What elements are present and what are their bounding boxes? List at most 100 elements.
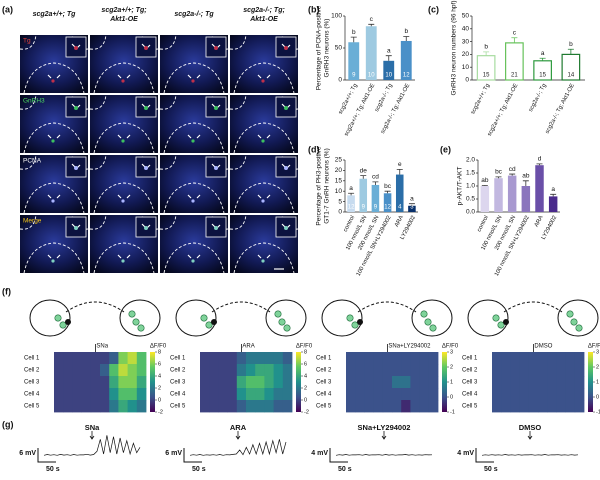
colorbar-label: ΔF/F0 — [442, 344, 459, 350]
bar — [548, 196, 558, 212]
panel-label: (g) — [2, 419, 14, 429]
connection — [65, 301, 125, 313]
row-label: Cell 2 — [170, 368, 186, 374]
error-bar — [360, 175, 367, 179]
stimulus-arrow — [235, 431, 241, 440]
heat-cell — [574, 352, 585, 365]
cell — [144, 226, 148, 230]
neuron — [274, 310, 282, 318]
colorbar-tick-label: -1 — [596, 409, 600, 415]
heat-cell — [54, 352, 64, 365]
heat-cell — [538, 352, 548, 365]
heat-cell — [227, 352, 238, 365]
heat-cell — [556, 388, 566, 401]
brain-outline — [175, 299, 217, 337]
cell — [191, 259, 195, 263]
heat-cell — [227, 400, 238, 413]
row-label: Cell 5 — [24, 404, 40, 410]
heat-cell — [565, 400, 576, 413]
heat-cell — [373, 388, 384, 401]
heat-cell — [346, 352, 356, 365]
heat-cell — [382, 376, 393, 389]
heat-cell — [364, 364, 374, 377]
heat-cell — [273, 376, 284, 389]
heat-cell — [574, 388, 585, 401]
colorbar-tick-label: 6 — [304, 361, 307, 367]
heat-cell — [428, 400, 439, 413]
heat-cell — [519, 364, 530, 377]
heat-cell — [346, 376, 356, 389]
heat-cell — [72, 388, 82, 401]
heat-cell — [109, 376, 119, 389]
neuron — [575, 324, 583, 332]
heat-cell — [81, 376, 92, 389]
heat-cell — [282, 388, 293, 401]
n-label: 9 — [374, 205, 378, 211]
colorbar-tick-label: 1 — [596, 379, 599, 385]
colorbar-tick-label: 0 — [304, 397, 307, 403]
heat-cell — [364, 388, 374, 401]
cell — [191, 199, 195, 203]
heat-cell — [54, 388, 64, 401]
heat-cell — [136, 352, 147, 365]
bar — [400, 40, 412, 80]
row-label: Cell 5 — [170, 404, 186, 410]
scale-y-label: 6 mV — [165, 450, 182, 457]
y-tick-label: 10 — [462, 64, 470, 71]
row-label: Cell 1 — [316, 356, 332, 362]
n-label: 10 — [368, 73, 375, 79]
heat-cell — [419, 400, 430, 413]
heat-cell — [556, 376, 566, 389]
colorbar-tick-label: -2 — [158, 409, 163, 415]
heat-cell — [100, 376, 110, 389]
heat-cell — [218, 364, 228, 377]
column-header: scg2a-/-; Tg; — [243, 7, 285, 14]
error-bar — [385, 55, 392, 61]
panel-label: (e) — [440, 144, 451, 154]
stimulus-label: SNa — [96, 344, 108, 350]
heat-cell — [382, 364, 393, 377]
heat-cell — [519, 400, 530, 413]
colorbar-tick-label: -1 — [450, 409, 455, 415]
heat-cell — [209, 400, 219, 413]
cell — [74, 106, 78, 110]
panel-label: (b) — [308, 4, 320, 14]
heat-cell — [81, 400, 92, 413]
y-tick-label: 1.0 — [466, 183, 475, 190]
row-label: Cell 3 — [316, 380, 332, 386]
row-label: Cell 5 — [462, 404, 478, 410]
heat-cell — [428, 388, 439, 401]
arrowheads — [47, 103, 81, 139]
row-label: GnRH3 — [23, 98, 45, 105]
significance-letter: a — [541, 50, 545, 57]
panel-label: (d) — [308, 144, 320, 154]
colorbar — [442, 352, 447, 412]
y-tick-label: 15 — [335, 178, 343, 185]
cell — [214, 226, 218, 230]
heat-cell — [236, 352, 247, 365]
colorbar-tick-label: 8 — [304, 349, 307, 355]
neuron — [566, 310, 574, 318]
x-tick-label: control — [476, 215, 489, 233]
heat-cell — [492, 400, 502, 413]
heat-cell — [392, 364, 402, 377]
heat-cell — [419, 388, 430, 401]
heat-cell — [282, 376, 293, 389]
significance-letter: cd — [372, 174, 379, 181]
heat-cell — [392, 400, 402, 413]
heat-cell — [355, 400, 365, 413]
significance-letter: a — [349, 185, 353, 192]
row-label: Tg — [23, 38, 31, 45]
heat-cell — [63, 400, 73, 413]
significance-letter: a — [387, 47, 391, 54]
colorbar-tick-label: 0 — [596, 394, 599, 400]
heat-cell — [72, 364, 82, 377]
neuron — [429, 324, 437, 332]
neuron — [424, 318, 432, 326]
n-label: 9 — [362, 205, 366, 211]
error-bar — [483, 51, 490, 56]
scale-bar — [37, 448, 56, 463]
heat-cell — [492, 388, 502, 401]
heat-cell — [218, 352, 228, 365]
scale-bar — [329, 448, 348, 463]
